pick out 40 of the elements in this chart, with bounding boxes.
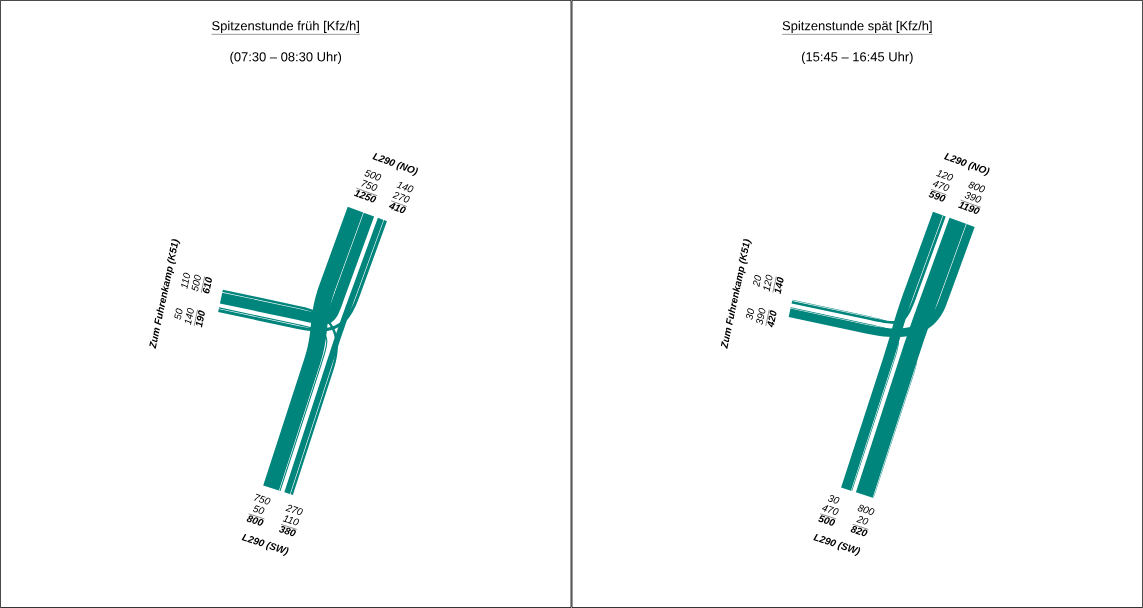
data-label: 140 — [396, 182, 414, 193]
text: 820 — [850, 526, 868, 537]
text: 270 — [285, 504, 303, 515]
text: (07:30 – 08:30 Uhr) — [230, 51, 342, 64]
data-label: 120 — [763, 274, 773, 292]
data-label: 470 — [821, 505, 839, 515]
text: 410 — [388, 203, 406, 214]
data-label: 500 — [191, 274, 201, 292]
text: 750 — [361, 179, 378, 191]
text: 800 — [246, 515, 264, 526]
text: 470 — [932, 180, 950, 191]
text: Spitzenstunde spät [Kfz/h] — [782, 20, 932, 33]
text: 500 — [818, 515, 836, 526]
data-label: 110 — [181, 272, 190, 290]
text: (15:45 – 16:45 Uhr) — [801, 51, 913, 64]
data-label: 30 — [828, 495, 840, 504]
text: 140 — [774, 277, 784, 295]
text: 110 — [282, 515, 300, 526]
text: 380 — [279, 526, 296, 537]
text: Spitzenstunde früh [Kfz/h] — [212, 20, 359, 33]
text: 390 — [756, 307, 766, 325]
data-label: 800 — [968, 181, 986, 193]
text: 1190 — [958, 202, 980, 214]
text: 1250 — [353, 190, 377, 203]
text: 500 — [364, 169, 382, 181]
text: 190 — [195, 310, 205, 328]
text: 30 — [746, 308, 755, 320]
text: 420 — [767, 310, 777, 328]
data-label: 20 — [753, 275, 762, 288]
text: 610 — [202, 277, 212, 294]
text: 800 — [857, 504, 875, 515]
data-label: 50 — [252, 505, 265, 515]
data-label: 390 — [964, 192, 982, 203]
text: 590 — [928, 190, 946, 202]
text: 120 — [936, 170, 954, 181]
text: 50 — [174, 308, 183, 320]
text: 140 — [184, 307, 194, 325]
data-label: 270 — [392, 192, 410, 203]
text: 20 — [856, 516, 869, 525]
data-label: 750 — [254, 493, 271, 505]
